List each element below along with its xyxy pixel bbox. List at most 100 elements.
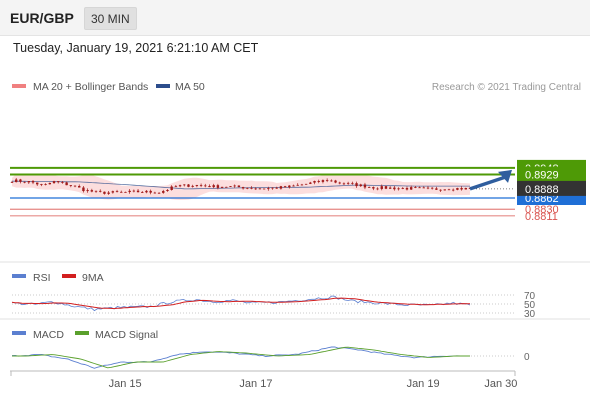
candle-body: [409, 187, 413, 190]
current-price-tag: [517, 180, 586, 196]
rsi-level-label-70: 70: [524, 291, 536, 302]
candle-body: [52, 181, 56, 183]
candle-body: [204, 185, 207, 187]
candle-body: [418, 187, 421, 189]
candle-body: [208, 186, 211, 188]
candle-body: [334, 180, 337, 183]
candle-body: [359, 184, 362, 187]
candle-body: [262, 188, 266, 190]
candle-body: [397, 188, 400, 190]
forecast-arrowhead: [498, 169, 512, 183]
rsi-ma-legend-swatch: [62, 274, 76, 278]
rsi-legend-label: RSI: [33, 272, 51, 284]
candle-body: [187, 184, 190, 187]
candle-body: [233, 185, 236, 187]
candle-body: [99, 190, 102, 192]
candle-body: [254, 188, 257, 190]
bollinger-legend-label: MA 20 + Bollinger Bands: [33, 81, 148, 93]
candle-body: [250, 187, 253, 189]
candle-body: [107, 192, 110, 194]
candle-body: [317, 180, 320, 182]
candle-body: [430, 187, 434, 189]
currency-pair-title: EUR/GBP: [10, 10, 74, 26]
candle-body: [346, 182, 350, 184]
candle-body: [363, 184, 367, 188]
candle-body: [241, 187, 245, 189]
candle-body: [414, 187, 417, 188]
candle-body: [439, 189, 442, 191]
candle-body: [132, 190, 136, 192]
candle-body: [393, 187, 396, 190]
candle-body: [380, 186, 383, 189]
candle-body: [178, 185, 182, 187]
candle-body: [86, 190, 89, 192]
candle-body: [309, 182, 312, 184]
candle-body: [338, 182, 341, 184]
candle-body: [300, 184, 304, 186]
candle-body: [57, 181, 60, 183]
bollinger-band: [12, 174, 470, 200]
candle-body: [115, 191, 119, 193]
candle-body: [61, 182, 64, 183]
candle-body: [212, 185, 215, 188]
candle-body: [451, 189, 455, 191]
candle-body: [141, 192, 144, 193]
rsi-level-label-30: 30: [524, 309, 536, 320]
candle-body: [258, 188, 262, 190]
level-label-0.8811: 0.8811: [525, 211, 558, 223]
candle-body: [456, 188, 459, 190]
candle-body: [27, 181, 31, 183]
candle-body: [195, 184, 199, 186]
candle-body: [111, 191, 115, 193]
macd-legend-label: MACD: [33, 329, 64, 341]
top-bar: EUR/GBP 30 MIN: [0, 0, 590, 36]
ma50-legend-label: MA 50: [175, 81, 205, 93]
macd-level-label-0: 0: [524, 352, 530, 363]
candle-body: [90, 190, 94, 192]
candle-body: [48, 182, 52, 185]
candle-body: [216, 185, 220, 188]
ma50-line: [12, 180, 470, 190]
candle-body: [78, 185, 81, 188]
candle-body: [136, 190, 140, 193]
candle-body: [292, 185, 295, 187]
candle-body: [246, 187, 249, 189]
rsi-legend-swatch: [12, 274, 26, 278]
candle-body: [237, 185, 241, 188]
candle-body: [426, 187, 430, 189]
candle-body: [447, 189, 451, 191]
level-label-0.8862: 0.8862: [525, 193, 559, 205]
candle-body: [40, 184, 43, 186]
bollinger-legend-swatch: [12, 84, 26, 88]
candle-body: [225, 186, 228, 188]
candle-body: [355, 183, 358, 187]
candle-body: [288, 185, 291, 188]
candle-body: [183, 184, 186, 186]
candle-body: [65, 182, 68, 186]
macd-signal-line: [12, 346, 470, 369]
candle-body: [103, 191, 106, 194]
candle-body: [443, 189, 446, 191]
candle-body: [283, 186, 287, 188]
candle-body: [271, 187, 274, 189]
rsi-level-label-50: 50: [524, 300, 536, 311]
candle-body: [174, 186, 178, 188]
candle-body: [325, 180, 329, 181]
macd-signal-legend-swatch: [75, 331, 89, 335]
candle-body: [162, 191, 165, 193]
level-tag-0.8929: [517, 166, 586, 182]
timeframe-button[interactable]: 30 MIN: [84, 7, 137, 30]
datetime-label: Tuesday, January 19, 2021 6:21:10 AM CET: [13, 41, 259, 55]
x-tick-label-Jan-30: Jan 30: [484, 378, 517, 390]
candle-body: [388, 187, 392, 189]
candle-body: [304, 183, 308, 185]
candle-body: [384, 186, 388, 189]
candle-body: [401, 188, 404, 189]
candle-body: [36, 182, 39, 185]
rsi-ma-legend-label: 9MA: [82, 272, 104, 284]
candle-body: [153, 192, 157, 194]
candle-body: [73, 185, 77, 187]
forecast-arrow: [469, 175, 507, 191]
candle-body: [44, 184, 47, 186]
